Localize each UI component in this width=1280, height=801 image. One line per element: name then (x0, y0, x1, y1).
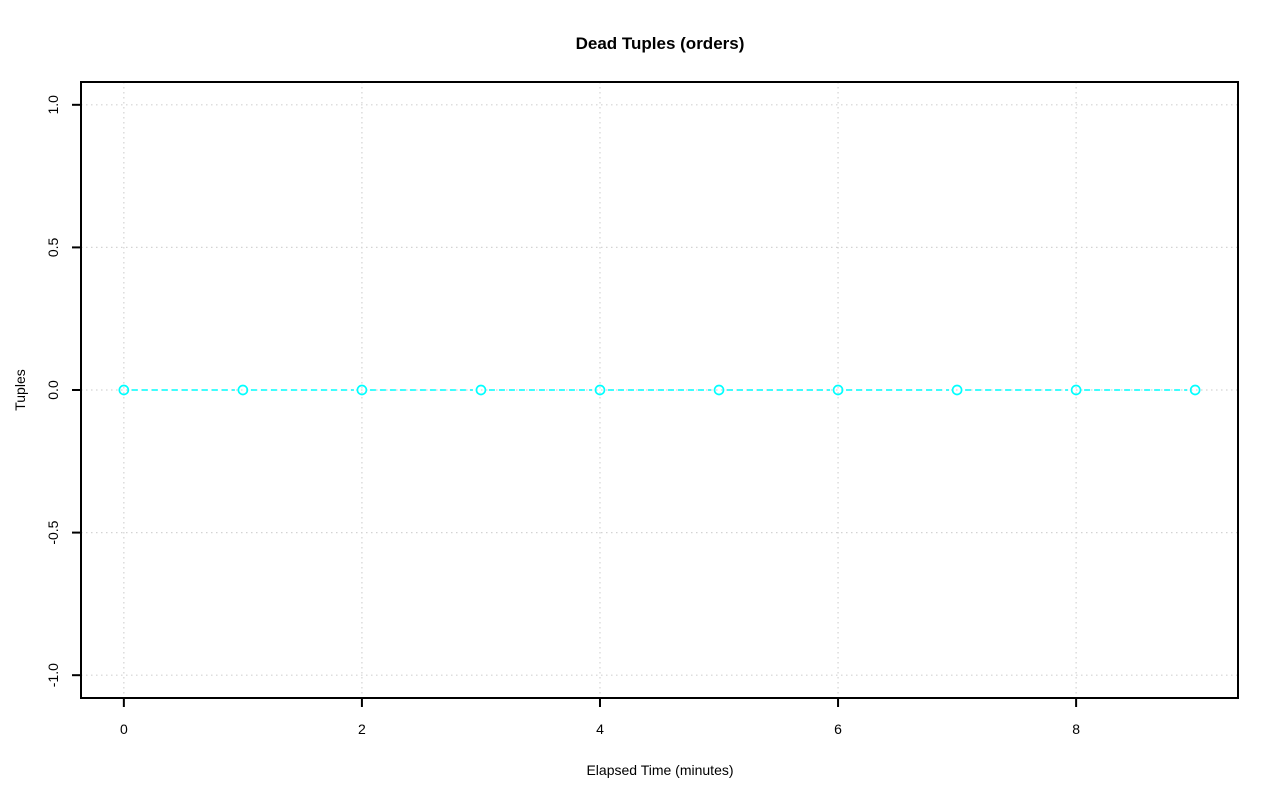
y-tick-label: -1.0 (45, 663, 61, 687)
x-tick-label: 6 (834, 721, 842, 737)
x-tick-label: 2 (358, 721, 366, 737)
plot-box (80, 81, 1239, 699)
x-tick-label: 8 (1072, 721, 1080, 737)
data-point (951, 384, 963, 396)
data-point (118, 384, 130, 396)
y-tick-label: 1.0 (45, 95, 61, 115)
x-tick-label: 0 (120, 721, 128, 737)
data-point (1070, 384, 1082, 396)
y-axis-title: Tuples (12, 369, 28, 411)
data-point (832, 384, 844, 396)
chart-title: Dead Tuples (orders) (576, 34, 745, 53)
x-tick-label: 4 (596, 721, 604, 737)
data-point (475, 384, 487, 396)
data-point (356, 384, 368, 396)
x-axis-title: Elapsed Time (minutes) (586, 762, 733, 778)
data-point (237, 384, 249, 396)
y-tick-label: 0.5 (45, 237, 61, 257)
y-tick-label: -0.5 (45, 520, 61, 544)
data-point (1189, 384, 1201, 396)
plot-layer: 0 2 4 6 8 1.0 0.5 0.0 -0.5 -1.0 (45, 81, 1239, 737)
y-tick-label: 0.0 (45, 380, 61, 400)
data-point (713, 384, 725, 396)
data-point (594, 384, 606, 396)
